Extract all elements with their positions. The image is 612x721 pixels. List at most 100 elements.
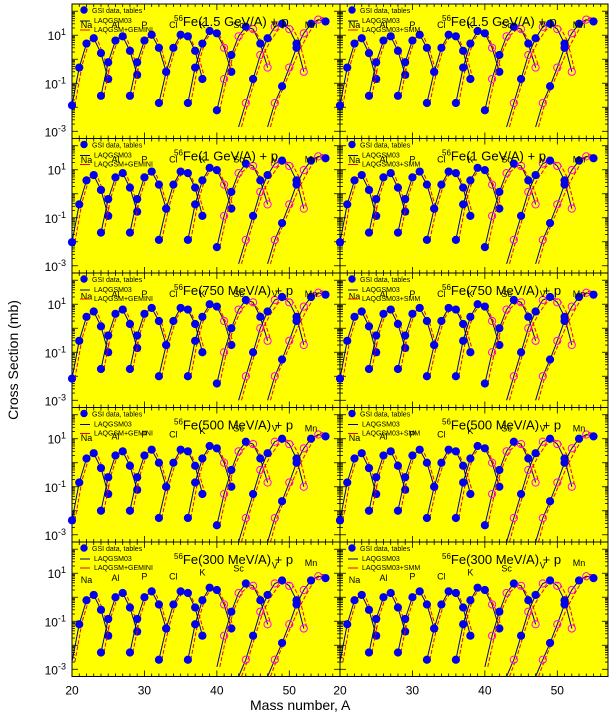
legend-label-gsi: GSI data, tables — [360, 8, 411, 15]
data-point-Na — [357, 307, 366, 316]
model-curve-V — [509, 160, 576, 265]
legend-label-model: LAQGSM03+SMM — [362, 431, 420, 438]
data-point-V — [256, 607, 265, 616]
data-point-Mn — [270, 98, 279, 108]
data-point-Na — [335, 238, 345, 247]
panel-frame — [339, 272, 609, 408]
element-label-Sc: Sc — [501, 20, 512, 30]
data-point-P — [147, 303, 156, 313]
x-tick-label-right: 40 — [478, 684, 492, 698]
data-point-V — [545, 292, 555, 302]
data-point-Sc — [234, 32, 243, 41]
data-point-Na — [343, 620, 352, 629]
data-point-K — [198, 176, 207, 185]
data-point-V — [516, 489, 526, 499]
legend-marker-gsi — [80, 409, 88, 418]
model-curve-Sc — [219, 443, 271, 526]
panel-title: 56Fe(1 GeV/A) + p — [442, 149, 546, 164]
data-point-Al — [96, 648, 106, 657]
data-point-Al — [111, 593, 120, 602]
element-label-Mn: Mn — [573, 155, 586, 165]
data-point-K — [473, 300, 482, 309]
data-point-V — [524, 465, 533, 475]
data-point-Mn — [545, 355, 555, 364]
data-point-Na — [96, 463, 106, 473]
data-point-Cl — [162, 340, 171, 350]
model-curve-V — [241, 439, 308, 543]
laqgsm03-curve-Al — [100, 308, 138, 370]
data-point-Al — [364, 364, 374, 374]
data-point-V — [567, 340, 576, 350]
element-label-V: V — [272, 424, 278, 434]
data-point-Sc — [241, 159, 250, 168]
laqgsm03-curve-V — [506, 579, 573, 677]
data-point-Cl — [169, 600, 178, 609]
data-point-Mn — [321, 574, 330, 583]
data-point-Mn — [560, 180, 569, 189]
legend-label-laqgsm03: LAQGSM03 — [94, 287, 132, 294]
element-label-Mn: Mn — [573, 289, 586, 299]
data-point-P — [125, 364, 135, 374]
data-point-Na — [75, 336, 84, 345]
y-tick-label: 10-3 — [45, 392, 66, 408]
data-point-Mn — [567, 302, 576, 311]
element-label-Cl: Cl — [169, 20, 178, 30]
data-point-V — [567, 204, 576, 213]
data-point-V — [241, 655, 250, 664]
data-point-Mn — [277, 497, 287, 506]
data-point-Cl — [183, 32, 192, 41]
model-curve-Mn — [538, 153, 597, 265]
panel-frame — [339, 407, 609, 543]
data-point-Cl — [183, 305, 192, 314]
data-point-V — [256, 465, 265, 475]
data-point-P — [393, 364, 403, 374]
data-point-Na — [343, 200, 352, 209]
data-point-V — [553, 25, 562, 34]
model-curve-Mn — [270, 432, 329, 543]
data-point-Sc — [524, 596, 533, 605]
data-point-K — [495, 482, 504, 491]
data-point-Al — [104, 58, 113, 67]
data-point-V — [567, 67, 576, 76]
laqgsm03-curve-V — [238, 438, 305, 543]
data-point-Cl — [176, 303, 185, 313]
data-point-V — [270, 295, 279, 305]
panel-2: Na Al P Cl K Sc V Mn GSI data, tables LAQGSM03 LAQ… — [335, 3, 609, 139]
data-point-K — [220, 43, 229, 52]
data-point-Cl — [169, 43, 178, 52]
data-point-Mn — [545, 638, 555, 648]
model-curve-Sc — [487, 28, 539, 111]
data-point-K — [183, 655, 192, 664]
data-point-Mn — [545, 82, 555, 91]
laqgsm03-curve-Al — [100, 450, 138, 511]
data-point-Sc — [220, 489, 229, 499]
data-point-P — [154, 316, 164, 326]
data-point-K — [451, 655, 460, 664]
legend-label-model: LAQGSM03+SMM — [362, 162, 420, 169]
data-point-Sc — [234, 447, 243, 456]
data-point-Cl — [459, 183, 468, 192]
data-point-P — [147, 30, 156, 39]
element-label-Sc: Sc — [501, 155, 512, 165]
data-point-Mn — [292, 458, 301, 467]
element-label-Na: Na — [349, 575, 361, 585]
data-point-V — [270, 579, 279, 588]
legend-label-gsi: GSI data, tables — [92, 277, 143, 284]
data-point-V — [285, 298, 294, 307]
data-point-Mn — [299, 302, 308, 311]
data-point-K — [451, 372, 460, 381]
data-point-V — [545, 19, 555, 28]
data-point-P — [147, 587, 156, 596]
data-point-Cl — [198, 348, 207, 357]
data-point-Na — [75, 200, 84, 209]
data-point-Mn — [285, 200, 294, 209]
element-label-Sc: Sc — [233, 289, 244, 299]
panel-1: 101 10-1 10-3 Na Al P Cl K Sc V Mn GSI data, tables… — [45, 3, 341, 139]
panel-frame — [71, 541, 341, 677]
data-point-P — [408, 173, 417, 182]
data-point-Al — [111, 173, 120, 182]
data-point-P — [140, 593, 149, 602]
data-point-Na — [89, 449, 98, 458]
data-point-Mn — [589, 154, 598, 163]
data-point-Sc — [220, 348, 229, 357]
